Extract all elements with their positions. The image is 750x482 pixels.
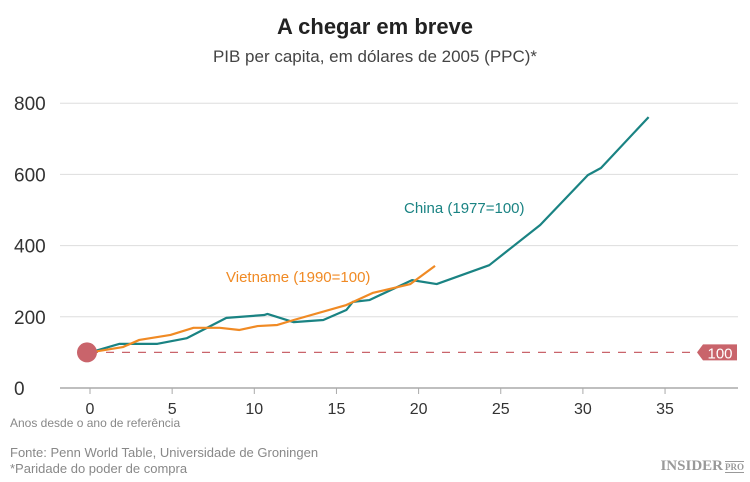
series-label: China (1977=100): [404, 200, 525, 217]
origin-marker: [77, 342, 97, 363]
y-tick-label: 200: [14, 308, 46, 329]
logo-text: INSIDER: [660, 458, 723, 474]
reference-badge: [697, 344, 737, 361]
series-line-vietnam: [89, 265, 436, 354]
x-tick-label: 0: [86, 401, 95, 418]
reference-label: 100: [707, 345, 732, 362]
chart-title: A chegar em breve: [276, 14, 474, 39]
series-line-china: [89, 116, 650, 354]
logo-sub: PRO: [725, 461, 744, 473]
footnote: *Paridade do poder de compra: [10, 461, 188, 476]
x-tick-label: 5: [168, 401, 177, 418]
x-tick-label: 20: [410, 401, 428, 418]
y-tick-label: 400: [14, 237, 46, 258]
x-tick-label: 35: [656, 401, 674, 418]
y-tick-label: 0: [14, 379, 25, 400]
y-tick-label: 600: [14, 165, 46, 186]
series-label: Vietname (1990=100): [226, 269, 370, 286]
insider-logo: INSIDER PRO: [660, 458, 744, 475]
x-axis-label: Anos desde o ano de referência: [10, 416, 181, 430]
x-tick-label: 10: [245, 401, 263, 418]
x-tick-label: 25: [492, 401, 510, 418]
x-tick-label: 15: [328, 401, 346, 418]
y-tick-label: 800: [14, 94, 46, 115]
x-tick-label: 30: [574, 401, 592, 418]
source-note: Fonte: Penn World Table, Universidade de…: [10, 445, 319, 460]
chart-subtitle: PIB per capita, em dólares de 2005 (PPC)…: [212, 47, 538, 66]
